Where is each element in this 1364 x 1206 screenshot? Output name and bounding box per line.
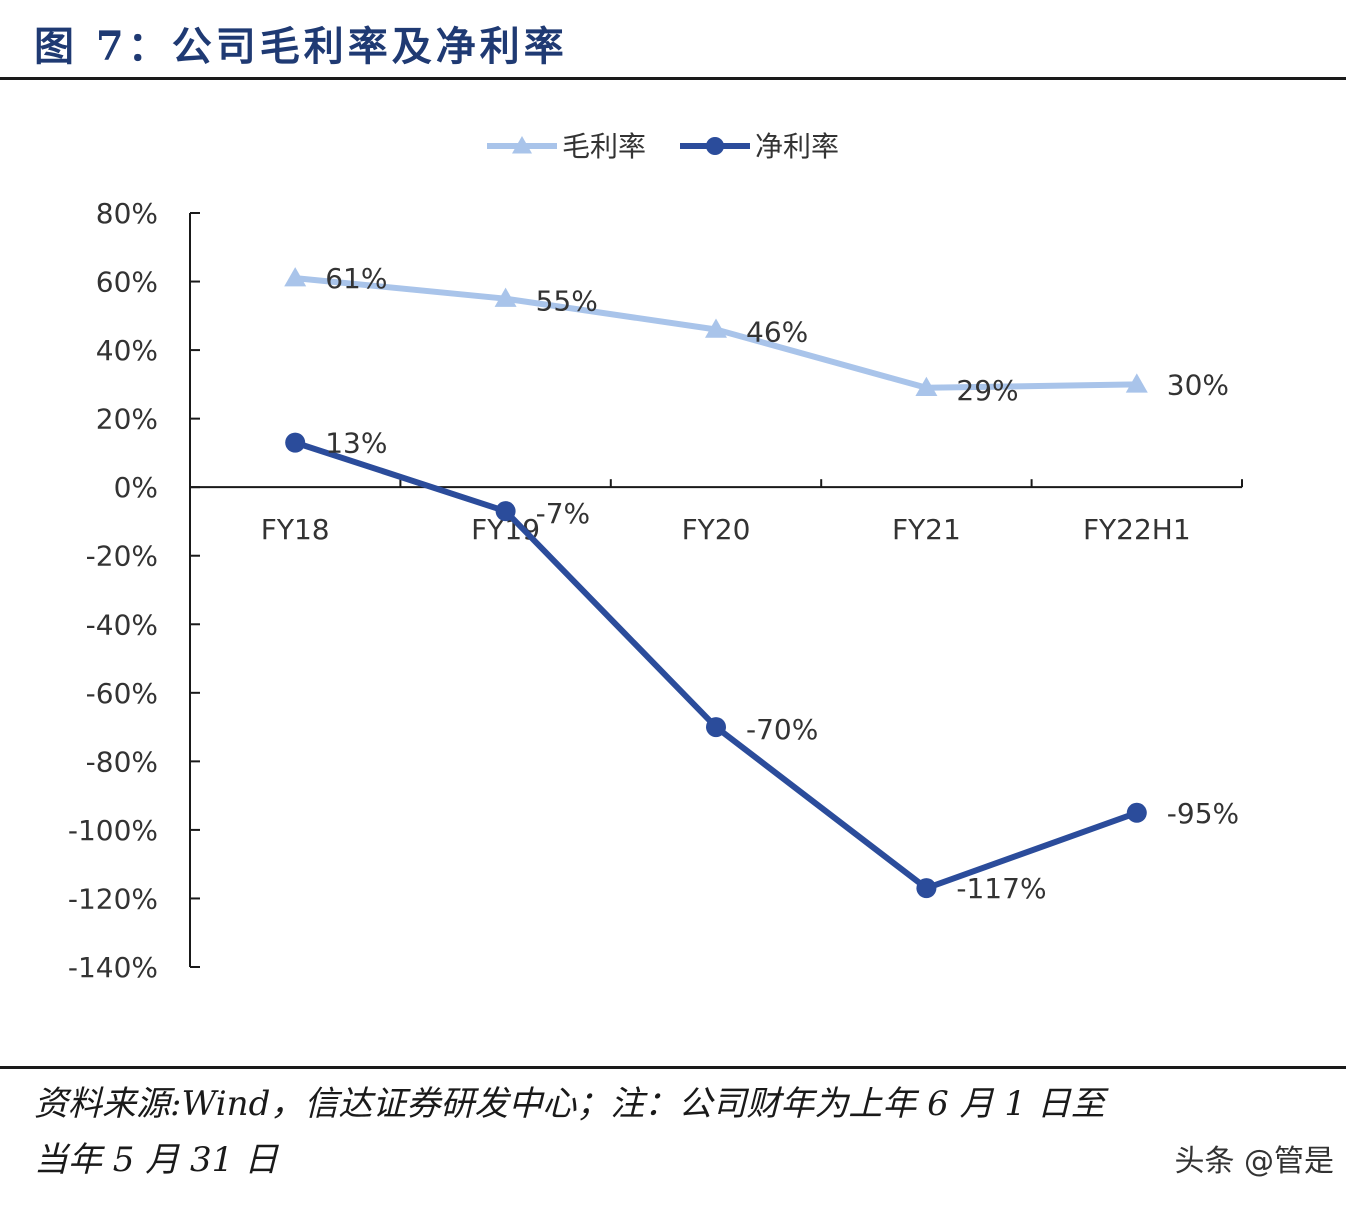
data-label: -7% [536, 497, 591, 530]
y-tick-label: -20% [86, 540, 158, 573]
y-tick-label: 40% [96, 334, 158, 367]
data-label: 46% [746, 316, 808, 349]
gross-margin-point [705, 318, 727, 338]
y-tick-label: 60% [96, 266, 158, 299]
net-margin-point [1126, 802, 1147, 823]
bottom-rule [0, 1066, 1346, 1069]
x-tick-label: FY18 [261, 513, 330, 546]
data-label: -117% [956, 872, 1046, 905]
chart-title: 图 7：公司毛利率及净利率 [34, 23, 568, 70]
net-margin-point [285, 432, 306, 453]
net-margin-point [916, 878, 937, 899]
series-line-net-margin [294, 439, 1138, 892]
legend-label: 净利率 [755, 130, 839, 163]
net-margin-point [495, 501, 516, 522]
gross-margin-point [494, 287, 517, 307]
axes: 80% 60% 40% 20% 0% -20% -40% -60% -80% -100% -120%… [68, 197, 1243, 984]
y-tick-label: 80% [96, 197, 158, 230]
gross-margin-point [915, 376, 938, 397]
data-label: 61% [325, 262, 387, 295]
legend: 毛利率 净利率 [487, 130, 839, 163]
legend-marker [706, 137, 724, 155]
source-line-1: 资料来源:Wind，信达证券研发中心；注：公司财年为上年 6 月 1 日至 [34, 1084, 1105, 1124]
y-tick-label: -120% [68, 882, 158, 915]
x-tick-label: FY22H1 [1083, 513, 1191, 546]
net-margin-point [706, 717, 726, 738]
line-chart: 毛利率 净利率 80% 60% 40% 20% 0% -20% -40% -60% -80% -10… [68, 130, 1243, 984]
legend-marker [512, 136, 532, 154]
y-tick-label: -40% [86, 608, 158, 641]
data-label: 29% [956, 374, 1018, 407]
gross-margin-point [284, 267, 307, 287]
y-tick-label: -100% [68, 814, 158, 847]
source-note: 资料来源:Wind，信达证券研发中心；注：公司财年为上年 6 月 1 日至 当年… [34, 1076, 1334, 1188]
y-tick-label: -60% [86, 677, 158, 710]
data-label: 55% [536, 285, 598, 318]
data-label: -95% [1167, 797, 1239, 830]
y-tick-label: -80% [86, 745, 158, 778]
source-line-2: 当年 5 月 31 日 [34, 1140, 279, 1180]
data-label: -70% [746, 713, 818, 746]
legend-label: 毛利率 [562, 130, 646, 163]
y-tick-label: -140% [68, 951, 158, 984]
x-tick-label: FY21 [892, 513, 961, 546]
data-label: 13% [325, 427, 387, 460]
y-tick-label: 20% [96, 403, 158, 436]
data-label: 30% [1167, 368, 1229, 401]
x-tick-label: FY20 [682, 513, 751, 546]
watermark: 头条 @管是 [1174, 1144, 1334, 1179]
top-rule [0, 77, 1346, 80]
series-layer [284, 267, 1148, 899]
y-tick-label: 0% [114, 471, 158, 504]
gross-margin-point [1125, 373, 1148, 393]
data-labels: 61% 55% 46% 29% 30% 13% -7% -70% -117% -95% [325, 262, 1239, 905]
